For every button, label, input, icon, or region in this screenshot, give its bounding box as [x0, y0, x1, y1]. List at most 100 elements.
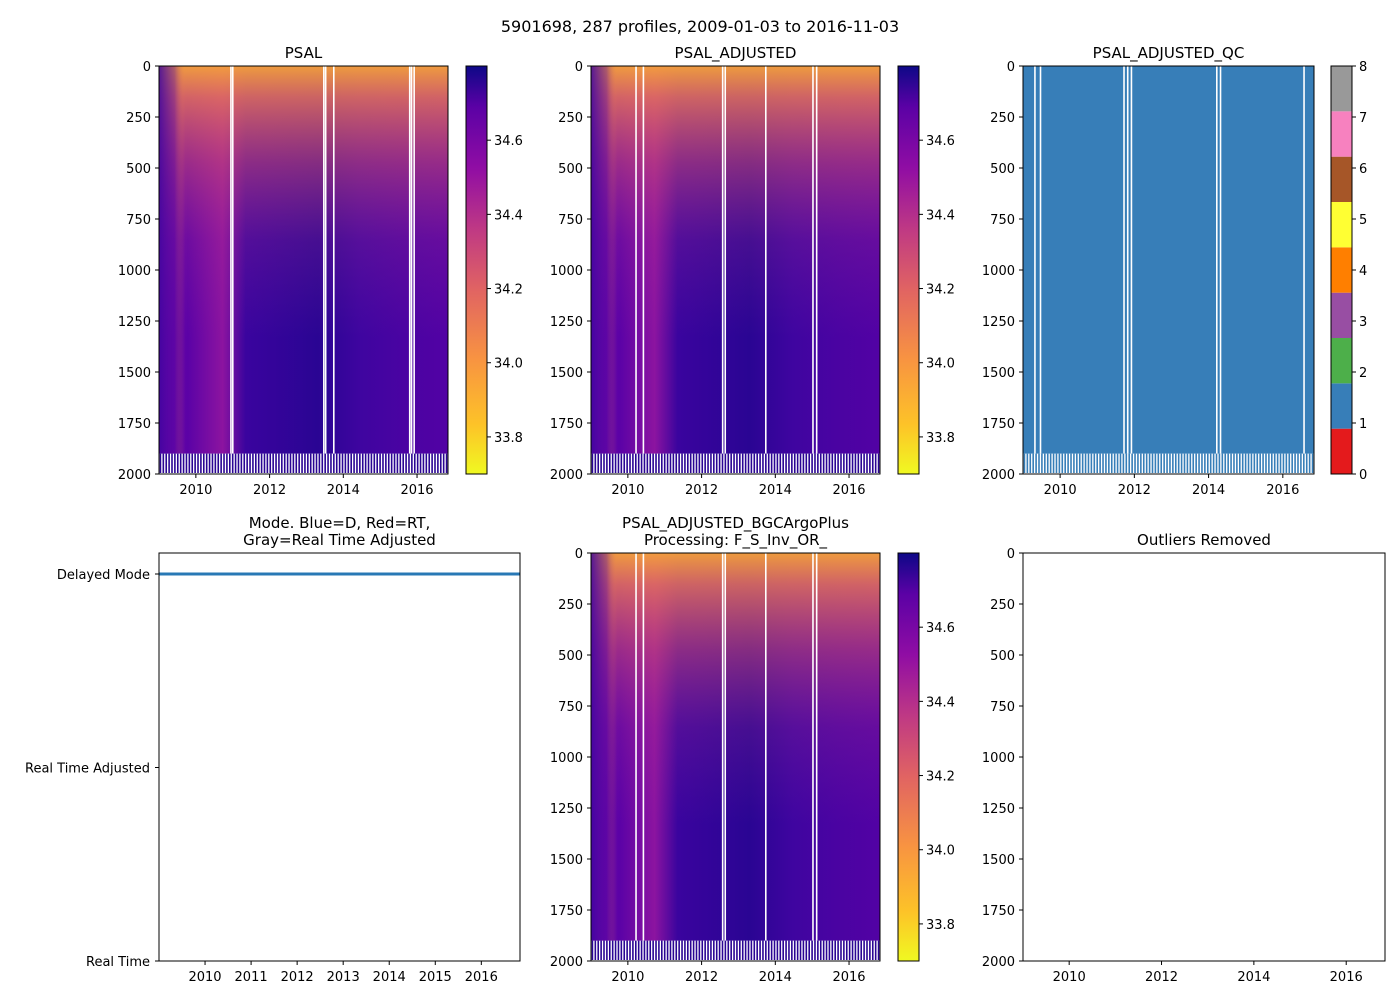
profile-tick: [750, 453, 753, 473]
figure-suptitle: 5901698, 287 profiles, 2009-01-03 to 201…: [501, 17, 899, 36]
profile-tick: [649, 940, 652, 960]
profile-tick: [171, 453, 173, 473]
profile-tick: [646, 940, 649, 960]
profile-tick: [831, 453, 834, 473]
profile-tick: [359, 453, 361, 473]
y-tick-label: 1250: [982, 802, 1015, 817]
profile-gap: [1130, 66, 1133, 454]
profile-tick: [866, 453, 868, 473]
colorbar-tick-label: 6: [1359, 162, 1367, 177]
profile-tick: [1105, 453, 1107, 473]
profile-tick: [626, 453, 628, 473]
profile-tick: [791, 940, 793, 960]
profile-tick: [756, 940, 758, 960]
profile-tick: [600, 940, 602, 960]
y-tick-label: 1250: [550, 802, 583, 817]
profile-gap: [230, 66, 232, 454]
colorbar-tick-label: 3: [1359, 315, 1367, 330]
y-category-label: Delayed Mode: [57, 568, 150, 583]
axes-frame: [590, 65, 881, 475]
profile-tick: [767, 453, 770, 473]
profile-tick: [860, 940, 863, 960]
profile-tick: [1125, 453, 1128, 473]
profile-tick: [591, 940, 594, 960]
axes-frame: [158, 65, 449, 475]
profile-tick: [851, 940, 854, 960]
y-tick-label: 1750: [982, 904, 1015, 919]
profile-tick: [1247, 453, 1250, 473]
profile-tick: [1230, 453, 1232, 473]
profile-tick: [845, 453, 848, 473]
y-tick-label: 2000: [550, 955, 583, 970]
profile-tick: [1180, 453, 1183, 473]
profile-tick: [1064, 453, 1066, 473]
profile-tick: [382, 453, 384, 473]
profile-tick: [1177, 453, 1180, 473]
profile-tick: [741, 940, 744, 960]
profile-tick: [623, 940, 626, 960]
profile-tick: [603, 940, 605, 960]
profile-tick: [811, 940, 813, 960]
heatmap-early-layer: [591, 66, 678, 454]
profile-tick: [788, 453, 790, 473]
panel-psal-adjusted: PSAL_ADJUSTED 33.8 34.0 34.2 34.4 34.6 0 250 500…: [550, 44, 955, 498]
profile-gap: [724, 553, 727, 941]
profile-tick: [1236, 453, 1238, 473]
panel-title: PSAL_ADJUSTED_BGCArgoPlus: [622, 514, 849, 533]
profile-tick: [185, 453, 188, 473]
profile-tick: [785, 940, 787, 960]
y-tick-label: 1750: [550, 904, 583, 919]
profile-tick: [260, 453, 263, 473]
profile-tick: [877, 940, 880, 960]
profile-tick: [263, 453, 266, 473]
colorbar: [898, 66, 919, 474]
profile-tick: [652, 940, 654, 960]
profile-tick: [663, 940, 666, 960]
x-tick-label: 2010: [611, 970, 644, 985]
x-tick-label: 2010: [611, 483, 644, 498]
profile-tick: [1078, 453, 1081, 473]
profile-tick: [1154, 453, 1157, 473]
profile-tick: [663, 453, 666, 473]
profile-tick: [863, 940, 865, 960]
profile-tick: [191, 453, 194, 473]
profile-tick: [1297, 453, 1299, 473]
profile-tick: [799, 453, 802, 473]
profile-tick: [796, 453, 799, 473]
profile-tick: [637, 453, 640, 473]
profile-tick: [767, 940, 770, 960]
profile-tick: [814, 940, 816, 960]
profile-tick: [266, 453, 269, 473]
profile-gap: [324, 66, 327, 454]
profile-tick: [744, 453, 747, 473]
profile-tick: [877, 453, 880, 473]
x-tick-label: 2014: [759, 483, 792, 498]
profile-tick: [788, 940, 790, 960]
profile-tick: [713, 940, 715, 960]
profile-tick: [863, 453, 865, 473]
profile-tick: [1224, 453, 1227, 473]
profile-tick: [715, 453, 718, 473]
profile-tick: [1195, 453, 1197, 473]
profile-tick: [854, 453, 857, 473]
profile-tick: [658, 453, 660, 473]
profile-tick: [1099, 453, 1101, 473]
profile-tick: [223, 453, 225, 473]
profile-tick: [869, 940, 871, 960]
axes-frame: [590, 552, 881, 962]
profile-tick: [620, 940, 623, 960]
profile-tick: [1276, 453, 1279, 473]
profile-tick: [773, 940, 776, 960]
profile-tick: [1204, 453, 1206, 473]
profile-tick: [773, 453, 776, 473]
profile-tick: [759, 940, 761, 960]
profile-tick: [747, 453, 750, 473]
profile-tick: [1233, 453, 1235, 473]
profile-tick: [606, 940, 608, 960]
profile-tick: [335, 453, 338, 473]
panel-title: Gray=Real Time Adjusted: [243, 531, 436, 549]
y-tick-label: 250: [126, 111, 151, 126]
profile-gap: [764, 553, 767, 941]
profile-tick: [727, 940, 730, 960]
profile-gap: [1219, 66, 1222, 454]
